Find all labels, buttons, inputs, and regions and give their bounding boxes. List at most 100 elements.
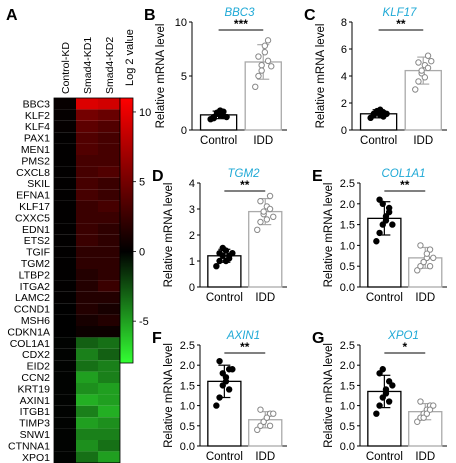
y-tick-label: 0.0 [180,441,195,453]
heatmap-row-label: ETS2 [24,235,50,247]
heatmap-cell [76,166,98,178]
data-point [382,217,390,224]
data-point [426,406,434,413]
heatmap-row-label: COL1A1 [10,338,50,350]
colorbar-tick-label: 5 [139,177,145,189]
heatmap-row-label: ITGB1 [20,406,51,418]
x-tick-label: Control [200,135,237,147]
heatmap-cell [98,120,120,133]
heatmap-row-label: LAMC2 [15,292,50,304]
data-point [268,63,275,70]
data-point [383,110,390,118]
gene-title: COL1A1 [381,168,425,180]
x-tick-label: IDD [415,451,435,463]
heatmap-cell [54,132,76,144]
data-point [254,226,261,234]
data-point [415,78,422,85]
heatmap-column-label: Smad4-KD2 [104,37,116,94]
heatmap-cell [54,360,76,372]
heatmap-cell [98,223,120,235]
heatmap-cell [76,314,98,326]
y-axis-label: Relative mRNA level [163,183,175,288]
data-point [379,221,386,228]
heatmap-row-label: BBC3 [23,98,51,110]
heatmap-row-label: PMS2 [21,155,50,167]
x-tick-label: IDD [415,292,435,304]
data-point [373,238,380,245]
data-point [219,370,226,377]
heatmap-cell [76,383,98,395]
y-tick-label: 1.0 [180,401,195,413]
heatmap-cell [76,212,98,224]
heatmap-row-label: TGIF [26,247,50,259]
panel-b: B BBC3 0 5 10 Relative mRNA level Control IDD **… [144,7,287,147]
y-axis-label: Relative mRNA level [163,343,175,448]
data-point [430,254,437,262]
y-tick-label: 2.0 [340,360,355,372]
heatmap-cell [76,223,98,235]
heatmap-cell [98,177,120,190]
data-point [423,410,431,417]
heatmap-cell [76,155,98,167]
heatmap-cell [54,189,76,201]
heatmap-cell [98,200,120,212]
data-point [417,263,424,270]
heatmap-cell [76,257,98,269]
data-point [414,418,421,425]
heatmap-cell [54,109,76,121]
panel-g: G XPO1 0.0 0.5 1.0 1.5 2.0 2.5 Relative mRNA lev… [312,330,447,463]
heatmap-row-label: CDX2 [22,349,50,361]
y-tick-label: 4 [189,178,195,190]
heatmap-row-label: ITGA2 [20,281,51,293]
data-point [385,378,393,385]
heatmap-row-label: PAX1 [24,133,50,145]
heatmap-cell [98,417,120,429]
data-point [225,386,233,393]
heatmap-cell [98,348,120,361]
x-tick-label: IDD [255,451,275,463]
data-point [257,406,264,413]
heatmap-column-label: Smad4-KD1 [82,37,94,94]
data-point [426,246,434,253]
heatmap-cell [98,394,120,406]
heatmap-cell [98,405,120,418]
data-point [261,49,269,56]
data-point [222,257,230,265]
data-point [213,402,220,409]
heatmap-row-label: KLF2 [25,110,50,122]
heatmap-cell [54,303,76,315]
data-point [420,414,427,421]
y-tick-label: 0.5 [340,261,355,273]
heatmap-cell [98,451,120,463]
heatmap-cell [76,269,98,281]
heatmap-cell [76,246,98,258]
heatmap-cell [98,269,120,281]
heatmap-cell [98,212,120,224]
y-tick-label: 0 [341,125,347,137]
heatmap-cell [98,98,120,110]
y-tick-label: 8 [341,17,347,29]
data-point [264,37,272,44]
data-point [266,422,274,429]
data-point [216,250,223,257]
heatmap-cell [98,291,120,304]
heatmap-row-label: CDKN1A [7,326,50,338]
heatmap-cell [76,440,98,452]
heatmap-cell [76,303,98,315]
colorbar-tick-label: 0 [139,246,145,258]
data-point [219,382,226,389]
heatmap-cell [54,371,76,383]
colorbar-tick-label: -5 [139,316,149,328]
x-tick-label: Control [366,292,403,304]
heatmap-cell [54,223,76,235]
heatmap-row-label: CXXC5 [15,212,50,224]
heatmap-cell [54,383,76,395]
y-tick-label: 2.0 [180,360,195,372]
data-point [263,414,271,421]
heatmap-cell [54,177,76,190]
panel-label: B [144,7,156,24]
data-point [426,263,434,270]
heatmap-cell [98,326,120,338]
y-tick-label: 2.5 [180,340,195,352]
heatmap-cell [76,405,98,418]
